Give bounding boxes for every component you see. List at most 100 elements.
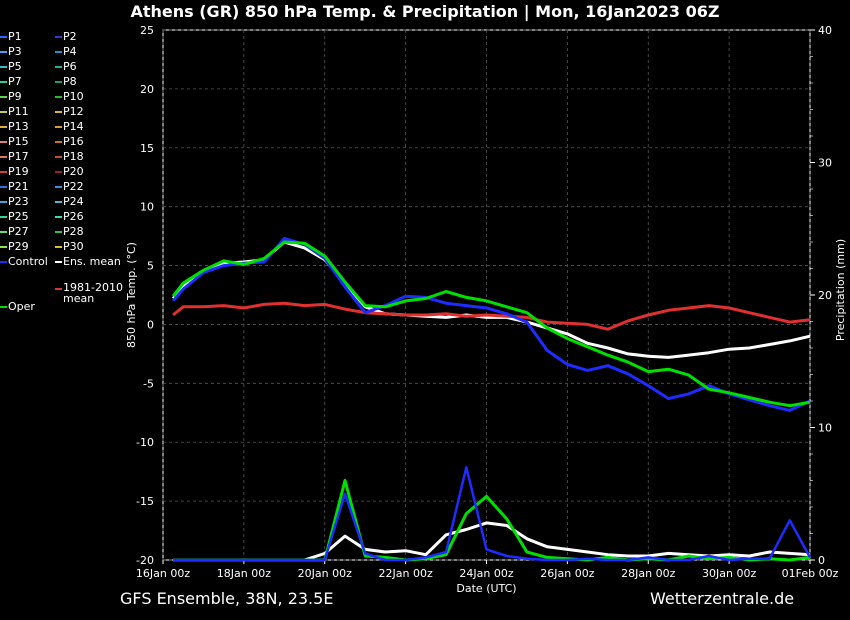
legend-label: P22	[63, 180, 84, 193]
legend-swatch	[55, 231, 62, 233]
legend-swatch	[55, 111, 62, 113]
legend-swatch	[55, 201, 62, 203]
legend-label: P21	[8, 180, 29, 193]
legend-label: P9	[8, 90, 22, 103]
legend-swatch	[0, 51, 7, 53]
legend-swatch	[0, 261, 7, 263]
legend-label: P8	[63, 75, 77, 88]
y-axis-label-left: 850 hPa Temp. (°C)	[125, 242, 138, 348]
footer-source: Wetterzentrale.de	[650, 589, 795, 608]
legend-swatch	[0, 141, 7, 143]
y-tick-label-left: 25	[140, 24, 154, 37]
legend-label: Oper	[8, 300, 35, 313]
y-tick-label-right: 0	[818, 554, 825, 567]
legend-swatch	[55, 141, 62, 143]
legend-swatch	[55, 96, 62, 98]
legend-label: P26	[63, 210, 84, 223]
y-tick-label-right: 40	[818, 24, 832, 37]
legend-swatch	[55, 186, 62, 188]
x-tick-label: 28Jan 00z	[621, 567, 675, 580]
legend-swatch	[0, 216, 7, 218]
legend-label: P16	[63, 135, 84, 148]
legend-swatch	[0, 306, 7, 308]
legend-label: 1981-2010 mean	[63, 281, 123, 305]
legend-swatch	[55, 261, 62, 263]
legend-swatch	[55, 81, 62, 83]
legend-swatch	[0, 186, 7, 188]
legend-label: P27	[8, 225, 29, 238]
legend-swatch	[0, 66, 7, 68]
chart-title: Athens (GR) 850 hPa Temp. & Precipitatio…	[130, 2, 720, 21]
legend-label: P29	[8, 240, 29, 253]
footer-model-info: GFS Ensemble, 38N, 23.5E	[120, 589, 334, 608]
legend-label: P24	[63, 195, 84, 208]
legend-swatch	[55, 171, 62, 173]
series-line-ens-mean	[171, 240, 811, 359]
legend-swatch	[55, 288, 62, 290]
y-tick-label-left: -15	[136, 495, 154, 508]
legend-swatch	[0, 36, 7, 38]
legend-label: P28	[63, 225, 84, 238]
legend-label: Ens. mean	[63, 255, 121, 268]
legend-label: P14	[63, 120, 84, 133]
x-tick-label: 30Jan 00z	[702, 567, 756, 580]
legend-swatch	[0, 201, 7, 203]
series-line-oper	[171, 240, 811, 408]
series-line-ens-mean-precip	[173, 521, 811, 562]
legend-swatch	[55, 51, 62, 53]
legend-swatch	[55, 36, 62, 38]
legend-swatch	[55, 126, 62, 128]
legend-label: P12	[63, 105, 84, 118]
legend-swatch	[0, 96, 7, 98]
y-axis-label-right: Precipitation (mm)	[834, 239, 847, 341]
series-line-1981-2010-mean	[172, 301, 811, 331]
legend-label: P18	[63, 150, 84, 163]
legend-label: P2	[63, 30, 77, 43]
legend-swatch	[0, 156, 7, 158]
x-tick-label: 18Jan 00z	[217, 567, 271, 580]
x-tick-label: 26Jan 00z	[540, 567, 594, 580]
legend-label: P13	[8, 120, 29, 133]
legend-swatch	[0, 111, 7, 113]
y-tick-label-left: 20	[140, 83, 154, 96]
legend-label: P30	[63, 240, 84, 253]
legend-swatch	[0, 246, 7, 248]
legend-label: Control	[8, 255, 48, 268]
legend-label: P15	[8, 135, 29, 148]
legend-swatch	[55, 216, 62, 218]
series-line-control	[171, 237, 811, 412]
x-tick-label: 24Jan 00z	[459, 567, 513, 580]
y-tick-label-left: 0	[147, 318, 154, 331]
series-line-control-precip	[173, 466, 812, 562]
y-tick-label-left: -20	[136, 554, 154, 567]
legend-label: P4	[63, 45, 77, 58]
legend-label: P5	[8, 60, 22, 73]
series-line-oper-precip	[173, 479, 811, 562]
y-tick-label-right: 10	[818, 422, 832, 435]
legend-swatch	[55, 156, 62, 158]
y-tick-label-left: -5	[143, 377, 154, 390]
legend-swatch	[0, 81, 7, 83]
legend-swatch	[0, 126, 7, 128]
legend-label: P23	[8, 195, 29, 208]
legend-swatch	[55, 66, 62, 68]
x-tick-label: 22Jan 00z	[379, 567, 433, 580]
legend-label: P25	[8, 210, 29, 223]
legend-label: P7	[8, 75, 22, 88]
y-tick-label-left: 5	[147, 260, 154, 273]
legend-swatch	[0, 171, 7, 173]
legend-label: P19	[8, 165, 29, 178]
x-axis-label: Date (UTC)	[456, 582, 516, 595]
legend-label: P20	[63, 165, 84, 178]
y-tick-label-right: 30	[818, 157, 832, 170]
y-tick-label-left: -10	[136, 436, 154, 449]
legend-label: P10	[63, 90, 84, 103]
legend-swatch	[0, 231, 7, 233]
y-tick-label-left: 10	[140, 201, 154, 214]
legend-label: P3	[8, 45, 22, 58]
y-tick-label-right: 20	[818, 289, 832, 302]
legend-label: P11	[8, 105, 29, 118]
legend-swatch	[55, 246, 62, 248]
y-tick-label-left: 15	[140, 142, 154, 155]
